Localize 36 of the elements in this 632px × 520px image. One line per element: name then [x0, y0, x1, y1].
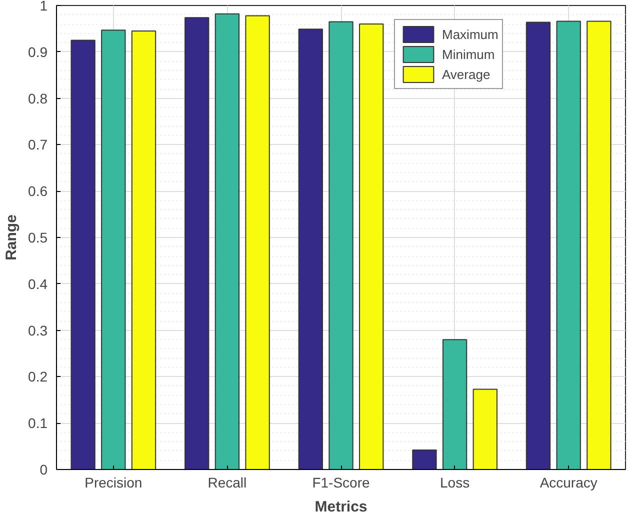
bar	[184, 17, 210, 470]
x-tick-label: Loss	[440, 474, 470, 490]
y-tick-label: 0.2	[28, 368, 48, 385]
y-axis-title: Range	[3, 214, 20, 260]
x-tick-label: F1-Score	[312, 474, 370, 490]
x-tick-label: Accuracy	[540, 474, 598, 490]
bar	[526, 22, 551, 470]
y-tick-label: 0.6	[28, 183, 48, 200]
y-tick-label: 0.8	[28, 90, 48, 106]
y-tick-label: 1	[40, 0, 48, 14]
y-tick-label: 0.3	[28, 322, 48, 338]
y-tick-label: 0	[40, 462, 48, 478]
y-tick-label: 0.4	[28, 276, 48, 292]
bar	[359, 24, 384, 470]
x-tick-label: Recall	[208, 474, 247, 490]
bar	[70, 40, 96, 470]
bar	[586, 20, 612, 470]
bar	[556, 20, 581, 470]
bar	[245, 15, 270, 470]
x-axis-title: Metrics	[314, 498, 368, 516]
bar	[472, 388, 498, 470]
x-tick-label: Precision	[84, 474, 142, 490]
y-tick-label: 0.9	[28, 44, 48, 60]
bar	[101, 30, 126, 470]
bar	[442, 339, 468, 470]
y-tick-label: 0.5	[28, 230, 48, 246]
y-tick-label: 0.1	[28, 415, 48, 432]
legend-label: Average	[442, 66, 490, 82]
legend-label: Minimum	[442, 46, 495, 62]
bar	[298, 28, 323, 470]
bar	[412, 450, 437, 470]
y-tick-label: 0.7	[28, 136, 48, 153]
legend-label: Maximum	[442, 26, 498, 42]
bar	[131, 30, 156, 470]
bar	[214, 13, 240, 470]
bar	[328, 21, 354, 470]
